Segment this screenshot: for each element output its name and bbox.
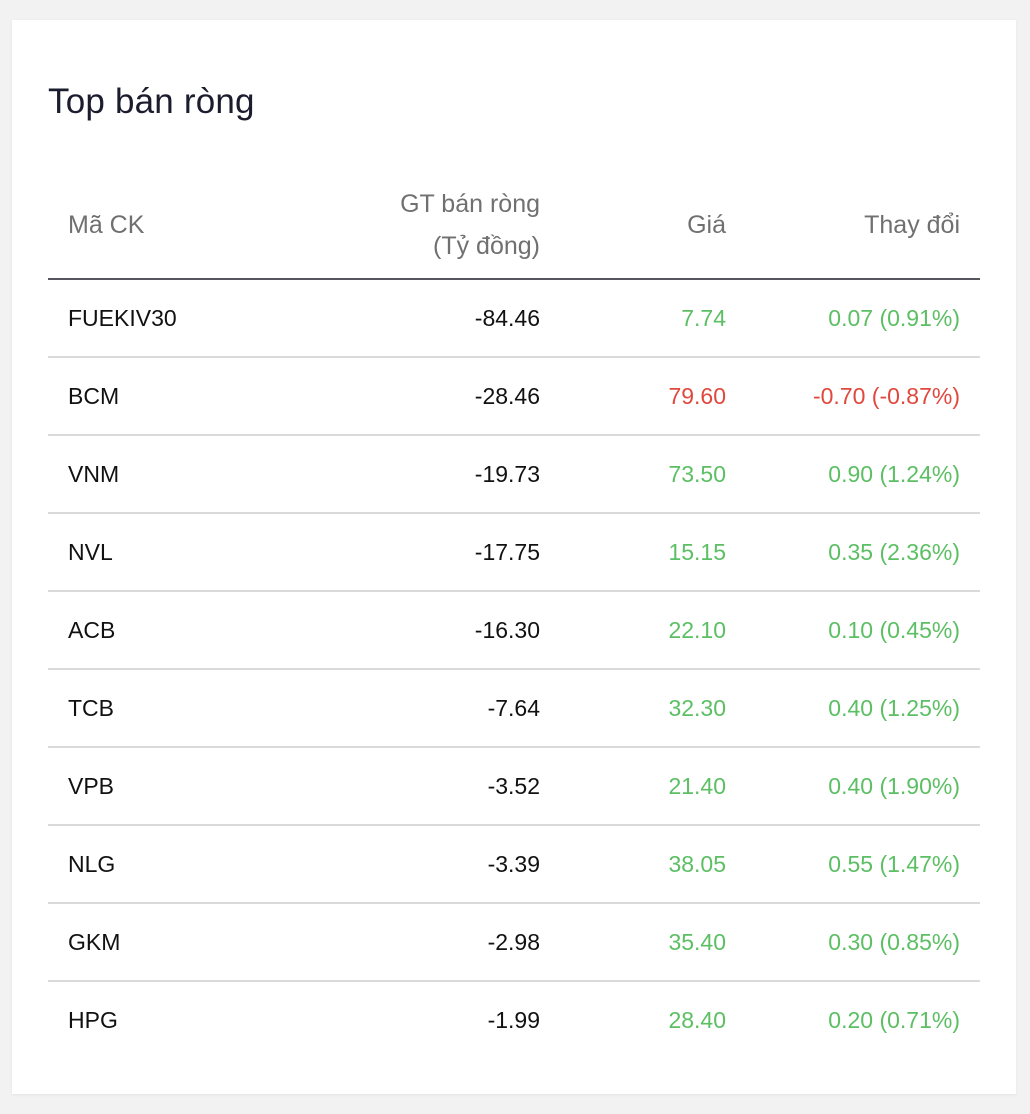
price-cell: 35.40: [560, 903, 746, 982]
symbol-cell[interactable]: TCB: [48, 669, 318, 748]
price-cell: 15.15: [560, 513, 746, 592]
table-row[interactable]: BCM -28.46 79.60 -0.70 (-0.87%): [48, 357, 980, 436]
net-value-cell: -2.98: [318, 903, 560, 982]
symbol-cell[interactable]: GKM: [48, 903, 318, 982]
header-symbol-label: Mã CK: [68, 210, 145, 239]
symbol-cell[interactable]: ACB: [48, 591, 318, 670]
change-cell: 0.30 (0.85%): [746, 903, 980, 982]
net-value-cell: -3.39: [318, 825, 560, 904]
table-row[interactable]: VPB -3.52 21.40 0.40 (1.90%): [48, 747, 980, 826]
price-cell: 22.10: [560, 591, 746, 670]
table-row[interactable]: GKM -2.98 35.40 0.30 (0.85%): [48, 903, 980, 982]
change-cell: 0.35 (2.36%): [746, 513, 980, 592]
table-row[interactable]: NLG -3.39 38.05 0.55 (1.47%): [48, 825, 980, 904]
net-value-cell: -84.46: [318, 279, 560, 358]
price-cell: 7.74: [560, 279, 746, 358]
change-cell: 0.07 (0.91%): [746, 279, 980, 358]
net-value-cell: -1.99: [487, 1007, 540, 1033]
symbol-cell[interactable]: NLG: [48, 825, 318, 904]
header-change: Thay đổi: [746, 171, 980, 280]
price-cell: 28.40: [668, 1007, 726, 1033]
price-cell: 73.50: [560, 435, 746, 514]
panel-title: Top bán ròng: [48, 82, 255, 121]
net-value-cell: -19.73: [318, 435, 560, 514]
change-cell: 0.10 (0.45%): [746, 591, 980, 670]
symbol-cell[interactable]: FUEKIV30: [48, 279, 318, 358]
change-cell: 0.55 (1.47%): [746, 825, 980, 904]
header-change-label: Thay đổi: [864, 210, 960, 239]
symbol-cell[interactable]: VNM: [48, 435, 318, 514]
header-symbol: Mã CK: [48, 171, 318, 280]
header-net-value-line1: GT bán ròng: [400, 189, 540, 218]
table-row[interactable]: TCB -7.64 32.30 0.40 (1.25%): [48, 669, 980, 748]
change-cell: 0.40 (1.90%): [746, 747, 980, 826]
table-header-row: Mã CK GT bán ròng (Tỷ đồng) Giá Thay đổi: [48, 171, 980, 280]
net-value-cell: -28.46: [318, 357, 560, 436]
header-price: Giá: [560, 171, 746, 280]
symbol-cell[interactable]: NVL: [48, 513, 318, 592]
top-net-sell-card: Top bán ròng Mã CK GT bán ròng (Tỷ đồng)…: [12, 20, 1016, 1094]
table-row[interactable]: HPG -1.99 28.40 0.20 (0.71%): [48, 981, 980, 1059]
change-cell: 0.40 (1.25%): [746, 669, 980, 748]
net-value-cell: -7.64: [318, 669, 560, 748]
change-cell: -0.70 (-0.87%): [746, 357, 980, 436]
price-cell: 32.30: [560, 669, 746, 748]
table-row[interactable]: ACB -16.30 22.10 0.10 (0.45%): [48, 591, 980, 670]
net-value-cell: -16.30: [318, 591, 560, 670]
table-row[interactable]: FUEKIV30 -84.46 7.74 0.07 (0.91%): [48, 279, 980, 358]
price-cell: 38.05: [560, 825, 746, 904]
price-cell: 21.40: [560, 747, 746, 826]
change-cell: 0.20 (0.71%): [828, 1007, 960, 1033]
net-sell-table: Mã CK GT bán ròng (Tỷ đồng) Giá Thay đổi…: [48, 171, 980, 1059]
net-value-cell: -3.52: [318, 747, 560, 826]
table-row[interactable]: NVL -17.75 15.15 0.35 (2.36%): [48, 513, 980, 592]
symbol-cell[interactable]: HPG: [68, 1007, 118, 1033]
symbol-cell[interactable]: VPB: [48, 747, 318, 826]
change-cell: 0.90 (1.24%): [746, 435, 980, 514]
net-value-cell: -17.75: [318, 513, 560, 592]
table-row[interactable]: VNM -19.73 73.50 0.90 (1.24%): [48, 435, 980, 514]
header-net-value-line2: (Tỷ đồng): [433, 231, 540, 260]
symbol-cell[interactable]: BCM: [48, 357, 318, 436]
header-net-value: GT bán ròng (Tỷ đồng): [318, 171, 560, 280]
header-price-label: Giá: [687, 210, 726, 239]
price-cell: 79.60: [560, 357, 746, 436]
